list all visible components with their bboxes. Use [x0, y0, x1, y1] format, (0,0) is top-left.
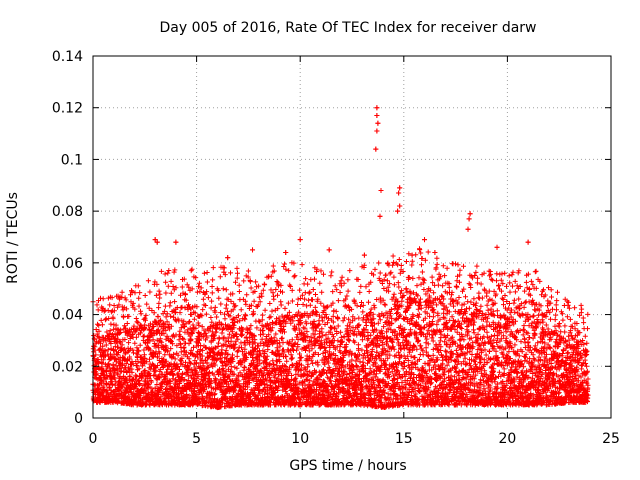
roti-outlier-point — [374, 105, 380, 111]
grid-lines — [93, 56, 611, 418]
roti-outlier-point — [422, 237, 428, 243]
roti-outlier-point — [154, 239, 160, 245]
y-tick-label: 0.04 — [52, 308, 83, 324]
y-tick-label: 0.08 — [52, 204, 83, 220]
y-tick-label: 0.12 — [52, 101, 83, 117]
chart-title: Day 005 of 2016, Rate Of TEC Index for r… — [159, 20, 536, 36]
roti-outlier-point — [297, 237, 303, 243]
roti-outlier-point — [467, 211, 473, 217]
y-tick-label: 0.06 — [52, 256, 83, 272]
roti-outlier-point — [361, 252, 367, 258]
roti-outlier-point — [466, 216, 472, 222]
roti-outlier-point — [409, 252, 415, 258]
roti-outlier-point — [374, 128, 380, 134]
roti-outlier-point — [395, 208, 401, 214]
x-tick-label: 25 — [602, 431, 620, 447]
x-axis-label: GPS time / hours — [289, 458, 406, 474]
x-tick-label: 0 — [89, 431, 98, 447]
y-axis-label: ROTI / TECUs — [5, 192, 21, 284]
roti-outlier-point — [373, 146, 379, 152]
roti-point-markers — [90, 105, 591, 411]
roti-outlier-point — [525, 239, 531, 245]
roti-outlier-point — [326, 247, 332, 253]
roti-outlier-point — [397, 185, 403, 191]
x-tick-label: 5 — [192, 431, 201, 447]
y-axis: 0 0.02 0.04 0.06 0.08 0.1 0.12 0.14 — [52, 49, 611, 427]
roti-outlier-point — [396, 190, 402, 196]
roti-outlier-point — [432, 250, 438, 256]
y-tick-label: 0.02 — [52, 359, 83, 375]
plot-frame — [92, 55, 612, 419]
roti-outlier-point — [283, 250, 289, 256]
roti-outlier-point — [465, 226, 471, 232]
x-tick-label: 10 — [291, 431, 309, 447]
x-axis: 0 5 10 15 20 25 — [89, 56, 620, 447]
roti-outlier-point — [378, 187, 384, 193]
roti-outlier-point — [225, 255, 231, 261]
y-tick-label: 0.14 — [52, 49, 83, 65]
y-tick-label: 0.1 — [61, 152, 83, 168]
x-tick-label: 15 — [395, 431, 413, 447]
x-tick-label: 20 — [498, 431, 516, 447]
roti-outlier-point — [494, 244, 500, 250]
roti-outlier-point — [374, 112, 380, 118]
roti-outlier-point — [375, 120, 381, 126]
roti-outlier-point — [397, 203, 403, 209]
roti-outlier-point — [377, 213, 383, 219]
data-points — [90, 105, 591, 411]
y-tick-label: 0 — [74, 411, 83, 427]
roti-outlier-point — [152, 237, 158, 243]
roti-outlier-point — [250, 247, 256, 253]
roti-outlier-point — [173, 239, 179, 245]
